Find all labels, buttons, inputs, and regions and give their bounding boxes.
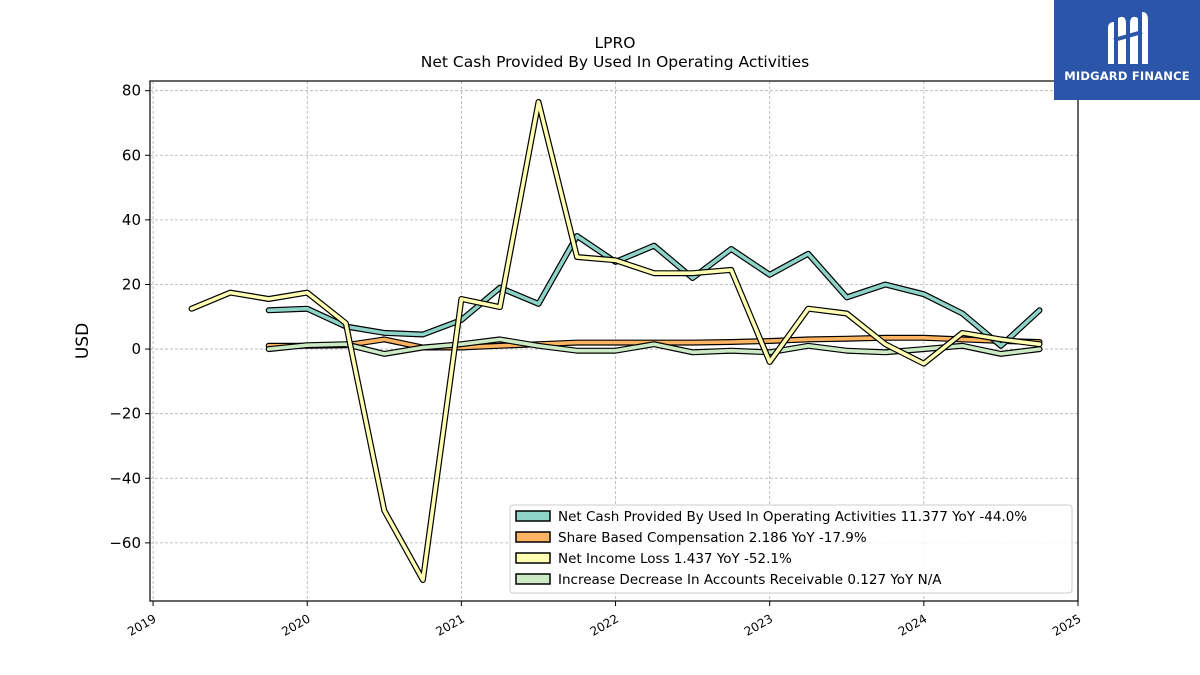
legend-swatch [515, 573, 551, 585]
legend-box [509, 504, 1073, 594]
legend-label: Share Based Compensation 2.186 YoY -17.9… [558, 530, 867, 546]
series-line [266, 337, 1042, 356]
chart-title: LPRO [595, 34, 636, 52]
x-tick-label: 2024 [896, 611, 929, 638]
y-tick-label: 20 [122, 275, 141, 293]
x-tick-label: 2019 [125, 611, 158, 638]
x-tick-label: 2023 [742, 611, 775, 638]
y-tick-label: 40 [122, 211, 141, 229]
y-axis-ticks: 80 60 40 20 0 −20 −40 −60 [109, 82, 150, 552]
series-0 [265, 233, 1043, 349]
logo-text: MIDGARD FINANCE [1064, 69, 1190, 83]
series-3 [265, 336, 1043, 357]
series-line [266, 234, 1042, 348]
legend: Net Cash Provided By Used In Operating A… [509, 504, 1073, 594]
y-tick-label: 60 [122, 146, 141, 164]
y-tick-label: −20 [109, 405, 141, 423]
legend-label: Increase Decrease In Accounts Receivable… [558, 572, 942, 588]
plot-series [188, 99, 1043, 583]
series-2 [188, 99, 1043, 583]
x-tick-label: 2020 [279, 611, 312, 638]
legend-swatch [515, 531, 551, 543]
legend-label: Net Income Loss 1.437 YoY -52.1% [558, 551, 792, 567]
x-tick-label: 2025 [1050, 611, 1083, 638]
x-axis-ticks: 2019 2020 2021 2022 2023 2024 2025 [125, 601, 1084, 639]
series-line [189, 100, 1042, 582]
x-tick-label: 2022 [588, 611, 621, 638]
chart-subtitle: Net Cash Provided By Used In Operating A… [421, 53, 809, 71]
midgard-finance-logo: MIDGARD FINANCE [1054, 0, 1200, 100]
y-axis-label: USD [73, 323, 93, 359]
legend-swatch [515, 552, 551, 564]
y-tick-label: −60 [109, 534, 141, 552]
legend-label: Net Cash Provided By Used In Operating A… [558, 509, 1027, 525]
x-tick-label: 2021 [433, 611, 466, 638]
y-tick-label: 0 [131, 340, 141, 358]
y-tick-label: −40 [109, 469, 141, 487]
y-tick-label: 80 [122, 82, 141, 100]
logo-mark-icon [1108, 12, 1148, 64]
plot-frame [149, 80, 1079, 602]
legend-swatch [515, 510, 551, 522]
